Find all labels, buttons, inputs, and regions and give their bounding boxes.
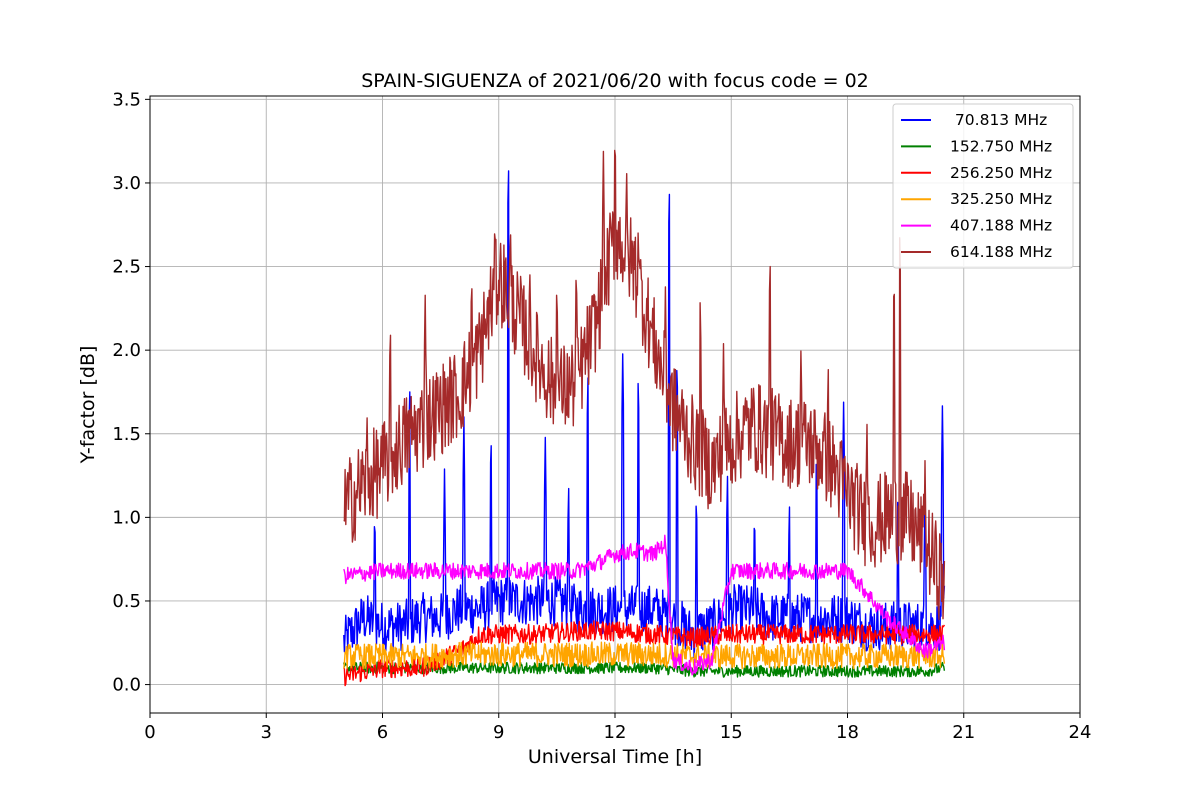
series-line (343, 641, 946, 670)
y-tick-label: 2.0 (112, 340, 141, 361)
y-tick-label: 1.0 (112, 507, 141, 528)
axis-ticks: 0 3 6 9 12 15 18 21 24 0.0 0.5 1.0 1.5 2.0 2.5 3.0 3.5 (112, 89, 1091, 743)
y-axis-label: Y-factor [dB] (77, 346, 99, 465)
y-tick-label: 2.5 (112, 257, 141, 278)
x-tick-label: 21 (952, 722, 975, 743)
legend-label: 614.188 MHz (950, 243, 1052, 261)
series-line (343, 620, 946, 687)
series-line (343, 149, 946, 621)
y-tick-label: 1.5 (112, 424, 141, 445)
legend-box (892, 103, 1074, 269)
x-tick-label: 9 (493, 722, 504, 743)
x-tick-label: 3 (261, 722, 272, 743)
data-series (343, 149, 946, 687)
x-axis-label: Universal Time [h] (528, 746, 702, 768)
y-tick-label: 3.0 (112, 173, 141, 194)
series-line (343, 534, 946, 676)
y-tick-label: 0.0 (112, 675, 141, 696)
legend-label: 325.250 MHz (950, 190, 1052, 208)
x-tick-label: 18 (836, 722, 859, 743)
legend: 70.813 MHz 152.750 MHz 256.250 MHz 325.250 … (892, 103, 1074, 269)
y-tick-label: 3.5 (112, 89, 141, 110)
x-tick-label: 12 (604, 722, 627, 743)
legend-label: 152.750 MHz (950, 137, 1052, 155)
chart-title: SPAIN-SIGUENZA of 2021/06/20 with focus … (361, 70, 869, 92)
y-tick-label: 0.5 (112, 591, 141, 612)
x-tick-label: 0 (144, 722, 155, 743)
legend-label: 407.188 MHz (950, 217, 1052, 235)
legend-label: 70.813 MHz (950, 111, 1047, 129)
x-tick-label: 6 (377, 722, 388, 743)
x-tick-label: 24 (1069, 722, 1092, 743)
x-tick-label: 15 (720, 722, 743, 743)
legend-label: 256.250 MHz (950, 164, 1052, 182)
